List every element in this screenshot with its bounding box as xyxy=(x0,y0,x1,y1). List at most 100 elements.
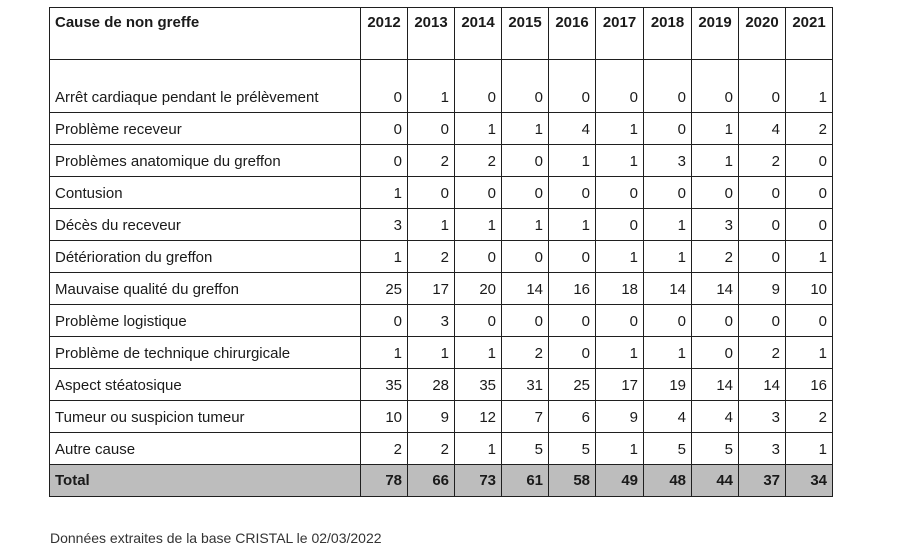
header-year: 2012 xyxy=(360,7,408,60)
total-value: 78 xyxy=(360,464,408,497)
row-value: 1 xyxy=(454,432,502,465)
row-value: 2 xyxy=(407,144,455,177)
row-value: 2 xyxy=(785,400,833,433)
row-value: 5 xyxy=(691,432,739,465)
table-header-row: Cause de non greffe 2012 2013 2014 2015 … xyxy=(49,7,833,60)
table-row: Contusion 1 0 0 0 0 0 0 0 0 0 xyxy=(49,176,833,209)
total-value: 66 xyxy=(407,464,455,497)
row-value: 0 xyxy=(501,304,549,337)
row-value: 0 xyxy=(595,208,644,241)
row-value: 0 xyxy=(454,304,502,337)
row-cause: Autre cause xyxy=(49,432,361,465)
header-year: 2020 xyxy=(738,7,786,60)
row-value: 20 xyxy=(454,272,502,305)
row-value: 0 xyxy=(738,59,786,113)
row-value: 1 xyxy=(643,208,692,241)
row-value: 0 xyxy=(691,59,739,113)
row-cause: Arrêt cardiaque pendant le prélèvement xyxy=(49,59,361,113)
table-row: Tumeur ou suspicion tumeur 10 9 12 7 6 9 4 4 3 2 xyxy=(49,400,833,433)
table-row: Aspect stéatosique 35 28 35 31 25 17 19 14 14 16 xyxy=(49,368,833,401)
row-value: 12 xyxy=(454,400,502,433)
row-value: 1 xyxy=(643,240,692,273)
table-row: Décès du receveur 3 1 1 1 1 0 1 3 0 0 xyxy=(49,208,833,241)
row-value: 9 xyxy=(595,400,644,433)
row-value: 1 xyxy=(454,336,502,369)
row-value: 0 xyxy=(595,59,644,113)
row-value: 0 xyxy=(738,240,786,273)
row-value: 1 xyxy=(407,336,455,369)
data-source-note: Données extraites de la base CRISTAL le … xyxy=(50,530,382,546)
row-value: 3 xyxy=(643,144,692,177)
row-value: 1 xyxy=(785,432,833,465)
header-year: 2016 xyxy=(548,7,596,60)
table-row: Problèmes anatomique du greffon 0 2 2 0 1 1 3 1 2… xyxy=(49,144,833,177)
row-value: 0 xyxy=(785,304,833,337)
row-cause: Problèmes anatomique du greffon xyxy=(49,144,361,177)
row-value: 1 xyxy=(595,112,644,145)
table-row: Détérioration du greffon 1 2 0 0 0 1 1 2 0 1 xyxy=(49,240,833,273)
row-cause: Tumeur ou suspicion tumeur xyxy=(49,400,361,433)
table-row: Autre cause 2 2 1 5 5 1 5 5 3 1 xyxy=(49,432,833,465)
row-value: 17 xyxy=(407,272,455,305)
table-row: Problème de technique chirurgicale 1 1 1 2 0 1… xyxy=(49,336,833,369)
total-value: 37 xyxy=(738,464,786,497)
row-value: 25 xyxy=(548,368,596,401)
row-value: 1 xyxy=(501,208,549,241)
row-value: 0 xyxy=(548,304,596,337)
row-value: 18 xyxy=(595,272,644,305)
row-value: 0 xyxy=(643,112,692,145)
row-value: 10 xyxy=(360,400,408,433)
row-value: 1 xyxy=(785,336,833,369)
row-value: 0 xyxy=(691,336,739,369)
row-value: 3 xyxy=(407,304,455,337)
row-value: 28 xyxy=(407,368,455,401)
row-value: 0 xyxy=(360,304,408,337)
row-value: 0 xyxy=(407,176,455,209)
row-value: 3 xyxy=(738,400,786,433)
row-value: 1 xyxy=(360,240,408,273)
row-value: 25 xyxy=(360,272,408,305)
row-cause: Aspect stéatosique xyxy=(49,368,361,401)
row-value: 5 xyxy=(548,432,596,465)
row-value: 0 xyxy=(643,176,692,209)
row-value: 2 xyxy=(785,112,833,145)
row-value: 1 xyxy=(360,336,408,369)
total-value: 48 xyxy=(643,464,692,497)
row-value: 2 xyxy=(407,432,455,465)
table-body: Arrêt cardiaque pendant le prélèvement 0 1… xyxy=(49,59,833,465)
row-value: 1 xyxy=(360,176,408,209)
row-value: 1 xyxy=(595,240,644,273)
row-value: 0 xyxy=(785,144,833,177)
header-cause: Cause de non greffe xyxy=(49,7,361,60)
row-value: 5 xyxy=(501,432,549,465)
row-value: 1 xyxy=(454,112,502,145)
row-value: 0 xyxy=(360,112,408,145)
row-cause: Problème receveur xyxy=(49,112,361,145)
row-cause: Problème logistique xyxy=(49,304,361,337)
row-value: 1 xyxy=(548,144,596,177)
row-value: 0 xyxy=(738,208,786,241)
row-value: 0 xyxy=(501,240,549,273)
row-value: 1 xyxy=(407,59,455,113)
total-value: 73 xyxy=(454,464,502,497)
row-value: 14 xyxy=(643,272,692,305)
row-value: 0 xyxy=(595,304,644,337)
row-value: 0 xyxy=(643,304,692,337)
header-year: 2019 xyxy=(691,7,739,60)
row-value: 1 xyxy=(595,336,644,369)
row-cause: Problème de technique chirurgicale xyxy=(49,336,361,369)
row-value: 0 xyxy=(643,59,692,113)
row-value: 1 xyxy=(595,144,644,177)
row-value: 14 xyxy=(501,272,549,305)
row-value: 1 xyxy=(691,112,739,145)
row-value: 0 xyxy=(360,59,408,113)
table-row: Problème receveur 0 0 1 1 4 1 0 1 4 2 xyxy=(49,112,833,145)
row-value: 0 xyxy=(407,112,455,145)
row-value: 1 xyxy=(785,59,833,113)
row-value: 9 xyxy=(738,272,786,305)
row-value: 2 xyxy=(454,144,502,177)
row-value: 1 xyxy=(643,336,692,369)
row-value: 0 xyxy=(738,304,786,337)
row-value: 17 xyxy=(595,368,644,401)
table-row: Problème logistique 0 3 0 0 0 0 0 0 0 0 xyxy=(49,304,833,337)
